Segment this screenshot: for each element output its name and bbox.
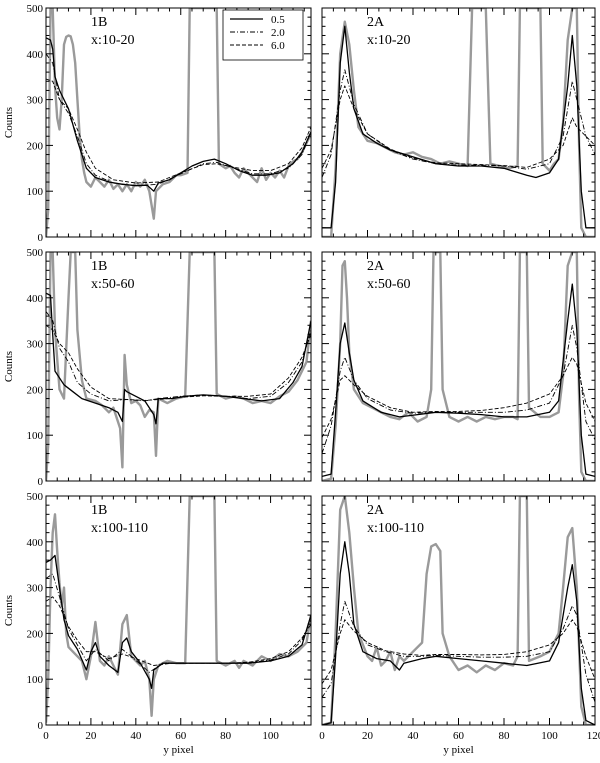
legend-label: 6.0 [271,40,285,52]
panel-label-detector: 2A [367,259,385,274]
y-tick-label: 0 [38,232,44,244]
panel-p3: 0 100 200 300 400 500 Counts 1B x:50-60 [3,247,312,488]
y-axis-label: Counts [3,351,15,382]
y-tick-label: 0 [38,476,44,488]
panel-lines [322,8,595,237]
gray-data-line [322,252,595,481]
legend-label: 0.5 [271,14,285,26]
series-2.0-line [46,311,311,402]
y-tick-label: 100 [27,186,44,198]
y-tick-label: 200 [27,384,44,396]
x-tick-label: 100 [541,730,558,742]
x-tick-label: 80 [220,730,232,742]
series-6.0-line [322,356,595,438]
series-0.5-line [322,541,595,725]
panel-label-range: x:10-20 [367,33,411,48]
panel-frame [45,7,312,238]
panel-label-range: x:50-60 [91,277,135,292]
y-tick-label: 500 [27,491,44,503]
panel-p5: 0 100 200 300 400 500 Counts 0 20 40 60 80 100 y pixe… [3,491,312,756]
series-6.0-line [322,619,595,685]
panel-frame [321,495,596,726]
y-tick-label: 200 [27,140,44,152]
panel-p2: 2A x:10-20 [321,7,596,238]
y-tick-label: 100 [27,674,44,686]
y-tick-label: 500 [27,3,44,15]
y-tick-label: 0 [38,720,44,732]
series-6.0-line [46,596,311,666]
gray-data-line [46,8,311,237]
y-tick-label: 300 [27,583,44,595]
panel-label-range: x:100-110 [91,521,148,536]
panel-label-detector: 1B [91,259,107,274]
y-tick-label: 100 [27,430,44,442]
panel-p1: 0 100 200 300 400 500 Counts 1B x:10-20 [3,3,312,244]
x-tick-label: 100 [262,730,279,742]
series-2.0-line [322,600,595,703]
series-2.0-line [322,69,595,178]
x-tick-label: 0 [319,730,325,742]
series-2.0-line [46,53,311,187]
panel-frame [45,495,312,726]
series-6.0-line [46,324,311,401]
x-tick-label: 40 [130,730,142,742]
panel-lines [322,252,595,481]
x-tick-label: 20 [85,730,97,742]
y-tick-label: 200 [27,628,44,640]
series-0.5-line [46,292,311,425]
gray-data-line [322,496,595,725]
gray-data-line [46,496,311,723]
panel-label-range: x:10-20 [91,33,135,48]
panel-p4: 2A x:50-60 [321,251,596,482]
series-6.0-line [46,78,311,184]
series-0.5-line [322,283,595,478]
x-tick-label: 60 [453,730,465,742]
legend: 0.52.06.0 [222,9,304,61]
series-0.5-line [322,25,595,229]
series-0.5-line [46,37,311,192]
y-axis-label: Counts [3,595,15,626]
x-tick-label: 120 [587,730,600,742]
x-tick-label: 60 [175,730,187,742]
legend-label: 2.0 [271,27,285,39]
legend-box [222,9,304,61]
y-tick-label: 400 [27,293,44,305]
gray-data-line [322,8,595,237]
gray-data-line [46,252,311,481]
panel-lines [46,8,311,237]
x-tick-label: 40 [408,730,420,742]
series-2.0-line [322,324,595,454]
y-tick-label: 400 [27,49,44,61]
panel-lines [46,252,311,481]
panel-label-detector: 2A [367,15,385,30]
panel-label-range: x:50-60 [367,277,411,292]
y-tick-label: 400 [27,537,44,549]
panel-label-detector: 1B [91,503,107,518]
panel-frame [45,251,312,482]
y-tick-label: 300 [27,95,44,107]
y-axis-label: Counts [3,107,15,138]
panel-lines [322,496,595,725]
panel-label-range: x:100-110 [367,521,424,536]
series-2.0-line [46,573,311,673]
panel-label-detector: 2A [367,503,385,518]
series-6.0-line [322,85,595,169]
panel-frame [321,7,596,238]
x-axis-label: y pixel [443,744,473,756]
panel-lines [46,496,311,723]
x-tick-label: 80 [499,730,511,742]
y-tick-label: 500 [27,247,44,259]
y-tick-label: 300 [27,339,44,351]
series-0.5-line [46,554,311,690]
panel-frame [321,251,596,482]
x-tick-label: 0 [43,730,49,742]
panel-p6: 0 20 40 60 80 100 120 y pixel 2A x:100-110 [319,495,600,756]
panel-label-detector: 1B [91,15,107,30]
x-tick-label: 20 [362,730,374,742]
x-axis-label: y pixel [163,744,193,756]
